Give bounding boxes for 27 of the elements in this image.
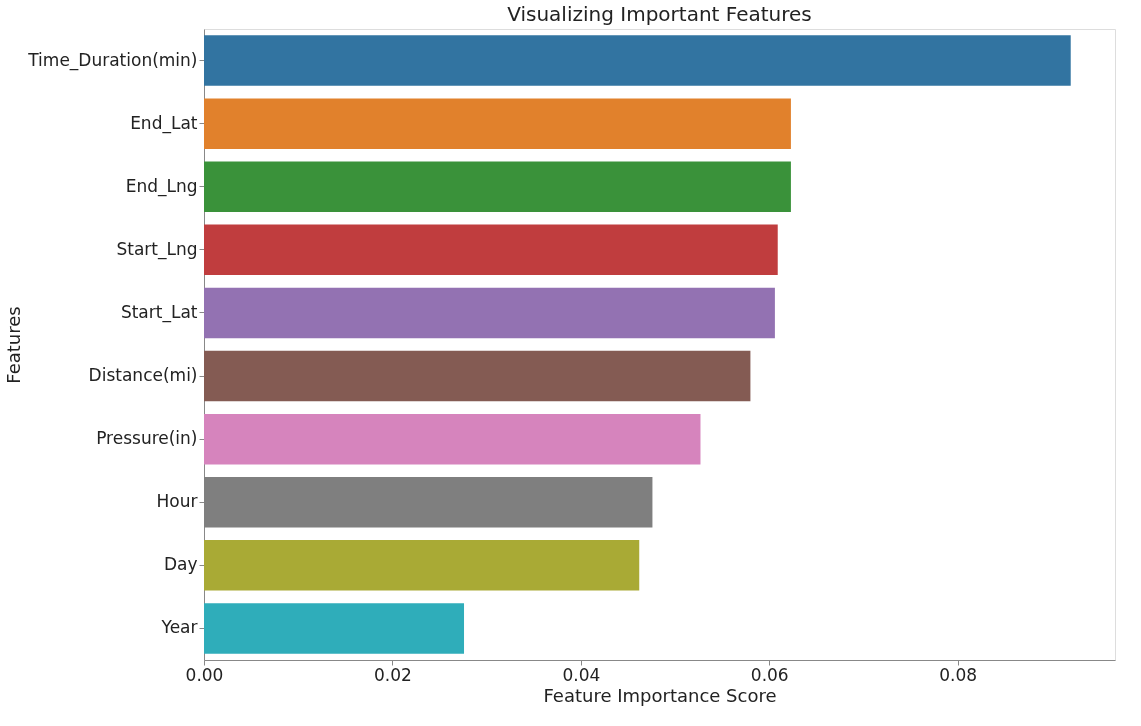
y-tick-label: Pressure(in) bbox=[96, 428, 198, 449]
bar bbox=[204, 161, 791, 212]
bar bbox=[204, 603, 465, 654]
y-tick-label: Day bbox=[163, 554, 198, 575]
bar bbox=[204, 350, 751, 402]
chart-title: Visualizing Important Features bbox=[507, 2, 812, 26]
y-tick-label: End_Lng bbox=[125, 175, 198, 197]
bar bbox=[204, 35, 1071, 86]
x-tick-label: 0.04 bbox=[562, 664, 601, 685]
y-tick-label: End_Lat bbox=[130, 112, 198, 134]
x-axis-title: Feature Importance Score bbox=[543, 684, 777, 706]
bar bbox=[204, 224, 778, 276]
x-tick-label: 0.08 bbox=[939, 664, 978, 685]
x-tick-label: 0.06 bbox=[750, 664, 789, 685]
y-tick-label: Start_Lng bbox=[116, 238, 198, 260]
y-axis-title: Features bbox=[3, 306, 25, 384]
bar bbox=[204, 287, 775, 339]
y-tick-label: Hour bbox=[156, 491, 198, 512]
bar bbox=[204, 540, 640, 591]
y-tick-label: Time_Duration(min) bbox=[27, 49, 198, 71]
bar bbox=[204, 413, 701, 465]
bar bbox=[204, 98, 791, 149]
y-tick-label: Year bbox=[160, 617, 198, 638]
y-tick-label: Distance(mi) bbox=[88, 365, 198, 386]
x-tick-label: 0.02 bbox=[373, 664, 412, 685]
y-tick-label: Start_Lat bbox=[120, 301, 198, 323]
x-tick-label: 0.00 bbox=[185, 664, 224, 685]
